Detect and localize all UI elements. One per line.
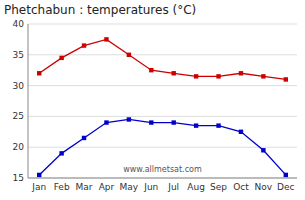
line xyxy=(39,119,286,174)
marker xyxy=(194,123,198,127)
marker xyxy=(284,173,288,177)
marker xyxy=(59,151,63,155)
y-tick-label: 30 xyxy=(13,81,25,91)
grid-line xyxy=(28,178,297,179)
y-tick-label: 25 xyxy=(13,111,24,121)
line xyxy=(39,39,286,79)
marker xyxy=(104,120,108,124)
marker xyxy=(149,120,153,124)
x-tick-label: Oct xyxy=(233,182,249,192)
chart: 15 20 25 30 35 40 Jan Feb Mar Apr May Jun Jul Aug Sep O… xyxy=(0,0,305,200)
marker xyxy=(127,117,131,121)
grid-line xyxy=(28,24,297,25)
x-tick-label: Dec xyxy=(277,182,294,192)
y-axis xyxy=(28,24,29,178)
plot-area xyxy=(37,37,288,177)
marker xyxy=(216,74,220,78)
x-axis xyxy=(28,178,297,179)
x-tick-label: Mar xyxy=(76,182,93,192)
marker xyxy=(261,74,265,78)
x-tick-label: May xyxy=(120,182,139,192)
marker xyxy=(127,53,131,57)
x-tick-label: Nov xyxy=(255,182,273,192)
marker xyxy=(149,68,153,72)
marker xyxy=(239,130,243,134)
grid-line xyxy=(28,116,297,117)
marker xyxy=(82,43,86,47)
x-tick-label: Jan xyxy=(31,182,46,192)
x-tick-label: Jun xyxy=(143,182,158,192)
x-tick-label: Apr xyxy=(99,182,115,192)
marker xyxy=(172,71,176,75)
grid-line xyxy=(28,85,297,86)
title: Phetchabun : temperatures (°C) xyxy=(4,3,196,17)
marker xyxy=(261,148,265,152)
x-tick-label: Sep xyxy=(210,182,227,192)
x-tick-label: Feb xyxy=(54,182,70,192)
marker xyxy=(284,77,288,81)
marker xyxy=(37,71,41,75)
marker xyxy=(59,56,63,60)
grid-line xyxy=(28,147,297,148)
marker xyxy=(216,123,220,127)
y-tick-label: 35 xyxy=(13,50,24,60)
marker xyxy=(239,71,243,75)
y-tick-label: 15 xyxy=(13,173,24,183)
marker xyxy=(104,37,108,41)
marker xyxy=(172,120,176,124)
marker xyxy=(37,173,41,177)
y-tick-label: 20 xyxy=(13,142,25,152)
x-tick-label: Aug xyxy=(187,182,205,192)
annotation: www.allmetsat.com xyxy=(123,165,202,174)
marker xyxy=(82,136,86,140)
grid xyxy=(28,24,297,178)
x-tick-label: Jul xyxy=(167,182,179,192)
marker xyxy=(194,74,198,78)
y-tick-label: 40 xyxy=(13,19,25,29)
